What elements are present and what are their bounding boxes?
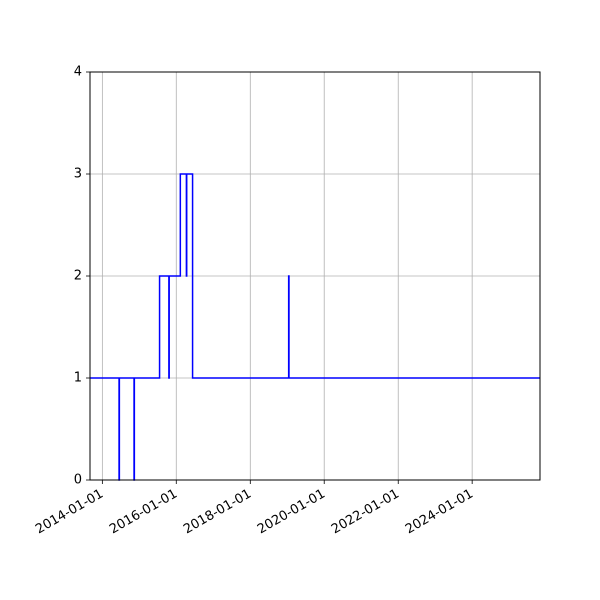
series-line-0 (90, 173, 540, 481)
x-tick-label: 2022-01-01 (329, 487, 402, 538)
y-tick-label: 1 (74, 371, 82, 386)
x-axis: 2014-01-01 2016-01-01 2018-01-01 2020-01-01… (33, 480, 476, 537)
x-tick-label: 2020-01-01 (255, 487, 328, 538)
grid (90, 71, 540, 481)
x-tick-label: 2016-01-01 (107, 487, 180, 538)
y-tick-label: 2 (74, 269, 82, 284)
x-tick-label: 2018-01-01 (181, 487, 254, 538)
x-tick-label: 2014-01-01 (33, 487, 106, 538)
y-tick-label: 0 (74, 473, 82, 488)
y-tick-label: 4 (74, 65, 82, 80)
x-tick-label: 2024-01-01 (403, 487, 476, 538)
series-layer (90, 173, 540, 481)
y-tick-label: 3 (74, 167, 82, 182)
y-axis: 0 1 2 3 4 (74, 65, 90, 488)
